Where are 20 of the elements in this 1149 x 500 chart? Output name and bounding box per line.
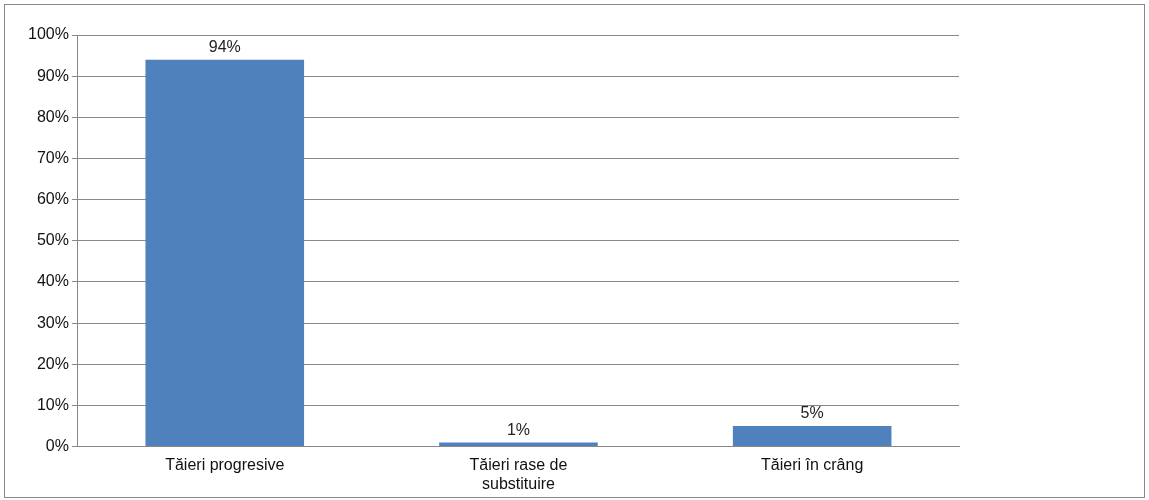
bar [732,426,892,447]
bar [145,59,305,447]
y-tick-label: 20% [36,354,69,372]
y-tick-label: 10% [36,395,69,413]
y-tick-label: 40% [36,272,69,290]
bar [439,442,598,447]
data-label: 5% [800,404,824,422]
y-tick-label: 100% [28,25,69,43]
y-tick-label: 60% [36,190,69,208]
y-tick-label: 90% [36,66,69,84]
data-label: 1% [506,420,531,438]
data-label: 94% [208,38,241,56]
x-tick-label: Tăieri progresive [165,455,285,473]
y-tick-label: 80% [36,107,69,125]
x-tick-label: Tăieri rase de substituire [469,455,568,492]
y-tick-label: 50% [36,231,69,249]
y-tick-label: 0% [45,437,69,455]
x-tick-label: Tăieri în crâng [761,455,864,473]
y-tick-label: 30% [36,313,69,331]
y-tick-label: 70% [36,148,69,166]
